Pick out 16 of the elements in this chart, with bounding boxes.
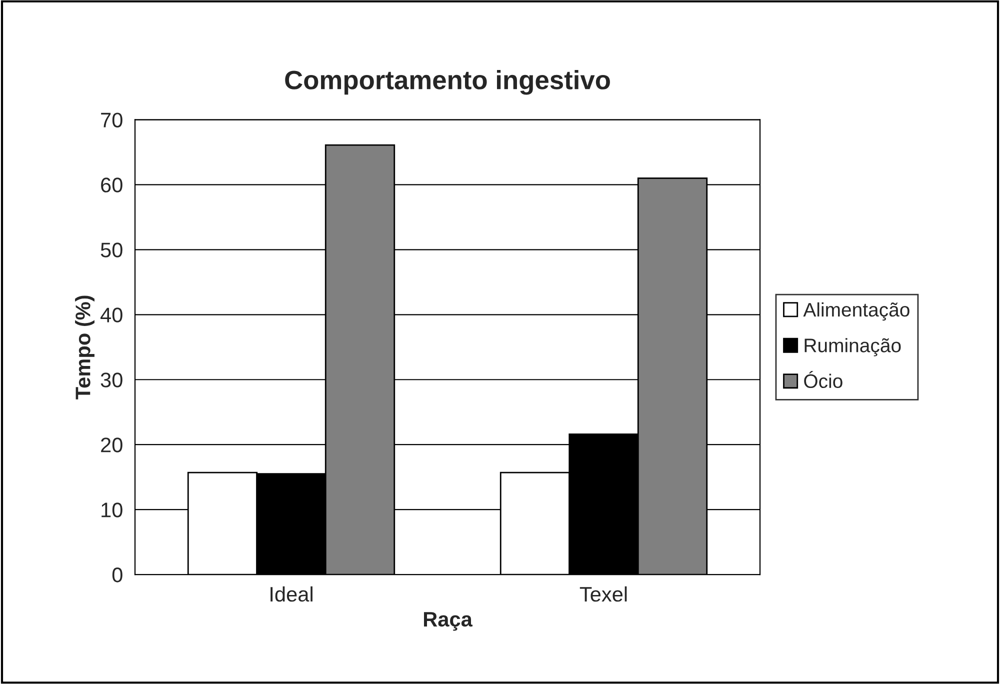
y-tick-label: 70 <box>101 112 122 128</box>
x-tick-label: Ideal <box>270 586 312 602</box>
x-tick-label: Texel <box>580 586 627 602</box>
x-axis-title: Raça <box>424 612 473 631</box>
y-axis-title: Tempo (%) <box>75 296 94 400</box>
y-tick-label: 30 <box>100 372 122 388</box>
legend-label: Alimentação <box>803 302 910 321</box>
y-tick-label: 60 <box>101 178 122 192</box>
y-tick-label: 0 <box>112 568 122 582</box>
chart-title: Comportamento ingestivo <box>285 70 610 95</box>
y-tick-label: 20 <box>101 438 122 452</box>
y-tick-label: 50 <box>100 242 122 258</box>
y-tick-label: 10 <box>102 502 122 518</box>
legend-label: Ruminação <box>804 338 901 356</box>
y-tick-label: 40 <box>100 308 122 322</box>
legend-label: Ócio <box>804 371 842 388</box>
